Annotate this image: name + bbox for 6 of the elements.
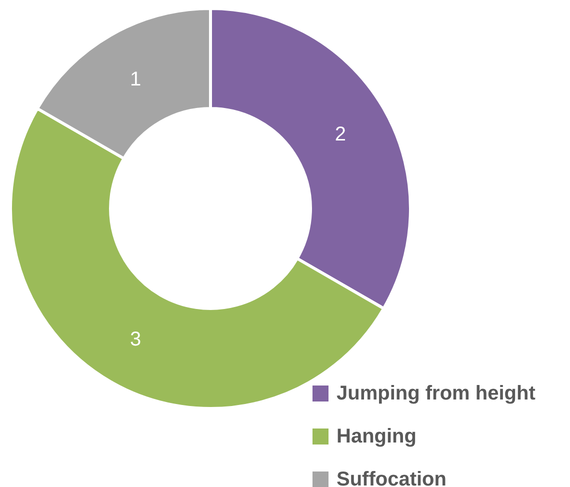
data-label: 2 — [334, 124, 346, 146]
legend-label: Hanging — [336, 426, 416, 448]
data-label: 1 — [130, 68, 142, 91]
legend-label: Jumping from height — [336, 382, 536, 404]
legend-label: Suffocation — [336, 468, 446, 487]
data-label: 3 — [130, 328, 142, 350]
